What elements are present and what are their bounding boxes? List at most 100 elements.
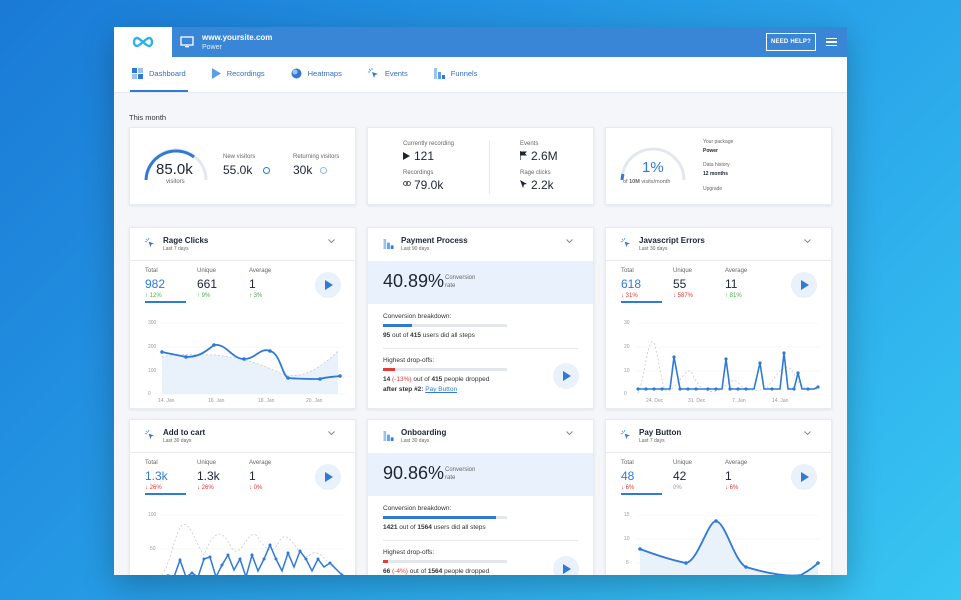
play-icon: [801, 280, 809, 290]
cursor-click-icon: [367, 67, 378, 78]
widget-period: Last 90 days: [401, 246, 430, 252]
tab-label: Events: [384, 68, 408, 78]
funnel-bars-icon: [383, 431, 394, 441]
cursor-click-icon: [145, 238, 155, 248]
play-button[interactable]: [791, 464, 817, 490]
unique-label: Unique: [197, 460, 217, 466]
history-label: Data history: [703, 162, 730, 168]
rage-clicks-value: 2.2k: [531, 178, 554, 192]
tab-funnels[interactable]: Funnels: [432, 56, 480, 92]
chevron-down-icon[interactable]: [328, 239, 335, 243]
y-tick: 100: [148, 368, 157, 374]
breakdown-text: 95 out of 415 users did all steps: [383, 332, 475, 339]
average-change: ↑ 81%: [725, 293, 742, 299]
dropoff-text: 14 (-13%) out of 415 people dropped: [383, 376, 490, 383]
chevron-down-icon[interactable]: [566, 431, 573, 435]
breakdown-text: 1421 out of 1564 users did all steps: [383, 524, 486, 531]
play-button[interactable]: [791, 272, 817, 298]
chevron-down-icon[interactable]: [804, 239, 811, 243]
top-bar: www.yoursite.com Power NEED HELP?: [114, 27, 847, 57]
total-value: 982: [145, 277, 166, 291]
unique-value: 42: [673, 469, 687, 483]
site-url: www.yoursite.com: [202, 32, 273, 42]
events-label: Events: [520, 141, 539, 147]
infinity-logo-icon: [132, 36, 154, 48]
tab-events[interactable]: Events: [366, 56, 410, 92]
x-tick: 14. Jan: [772, 398, 789, 404]
average-label: Average: [725, 268, 748, 274]
upgrade-link[interactable]: Upgrade: [703, 186, 723, 192]
pay-button-chart: [636, 515, 821, 575]
active-underline: [145, 493, 186, 495]
dropoff-progress: [383, 560, 507, 563]
unique-label: Unique: [673, 460, 693, 466]
recordings-value: 79.0k: [414, 178, 444, 192]
x-tick: 24. Dec: [646, 398, 664, 404]
unique-change: ↑ 9%: [197, 293, 211, 299]
returning-visitors-label: Returning visitors: [293, 154, 340, 160]
x-tick: 31. Dec: [688, 398, 706, 404]
returning-visitors-value: 30k: [293, 163, 313, 177]
divider: [489, 140, 490, 194]
tab-heatmaps[interactable]: Heatmaps: [289, 56, 344, 92]
breakdown-title: Conversion breakdown:: [383, 505, 452, 512]
divider: [130, 260, 355, 261]
play-icon: [211, 67, 221, 79]
divider: [130, 452, 355, 453]
y-tick: 200: [148, 344, 157, 350]
chevron-down-icon[interactable]: [804, 431, 811, 435]
play-button[interactable]: [553, 556, 579, 575]
x-tick: 7. Jan: [732, 398, 746, 404]
chevron-down-icon[interactable]: [566, 239, 573, 243]
widget-title: Onboarding: [401, 428, 447, 437]
total-label: Total: [145, 268, 158, 274]
logo[interactable]: [114, 27, 172, 57]
play-button[interactable]: [315, 272, 341, 298]
usage-caption: of 10M visits/month: [623, 179, 671, 185]
usage-percent: 1%: [642, 159, 664, 176]
divider: [383, 348, 578, 349]
funnel-bars-icon: [383, 239, 394, 249]
dashboard-icon: [132, 67, 143, 79]
history-value: 12 months: [703, 171, 729, 177]
visitors-card: 85.0k visitors New visitors 55.0k Return…: [129, 127, 356, 205]
conversion-panel: [368, 261, 593, 304]
menu-icon[interactable]: [826, 36, 837, 49]
rage-clicks-widget: Rage Clicks Last 7 days Total 982 ↑ 12% …: [129, 227, 356, 409]
conversion-panel: [368, 453, 593, 496]
rage-clicks-chart: [160, 323, 345, 395]
add-to-cart-widget: Add to cart Last 30 days Total 1.3k ↓ 26…: [129, 419, 356, 575]
chevron-down-icon[interactable]: [328, 431, 335, 435]
need-help-button[interactable]: NEED HELP?: [765, 33, 816, 51]
dropoff-step-link[interactable]: Pay Button: [425, 386, 458, 393]
site-selector[interactable]: www.yoursite.com Power: [172, 33, 766, 52]
usage-gauge: [620, 147, 686, 181]
dropoff-title: Highest drop-offs:: [383, 549, 435, 556]
dropoff-text: 66 (-4%) out of 1564 people dropped: [383, 568, 490, 575]
events-value: 2.6M: [531, 149, 558, 163]
y-tick: 0: [624, 391, 627, 397]
divider: [606, 452, 831, 453]
total-change: ↓ 6%: [621, 485, 635, 491]
widget-title: Javascript Errors: [639, 236, 705, 245]
total-change: ↑ 12%: [145, 293, 162, 299]
visitors-value: 85.0k: [156, 161, 193, 178]
total-value: 1.3k: [145, 469, 168, 483]
play-button[interactable]: [553, 363, 579, 389]
total-label: Total: [145, 460, 158, 466]
visitors-label: visitors: [166, 179, 185, 185]
javascript-errors-chart: [636, 323, 821, 395]
rate-label: rate: [445, 475, 456, 481]
y-tick: 15: [624, 512, 630, 518]
tab-dashboard[interactable]: Dashboard: [130, 56, 188, 92]
heatmap-icon: [291, 68, 302, 78]
tab-recordings[interactable]: Recordings: [210, 56, 267, 92]
tab-label: Dashboard: [149, 68, 186, 78]
conversion-progress: [383, 324, 507, 327]
conversion-label: Conversion: [445, 467, 476, 473]
unique-label: Unique: [673, 268, 693, 274]
javascript-errors-widget: Javascript Errors Last 30 days Total 618…: [605, 227, 832, 409]
play-button[interactable]: [315, 464, 341, 490]
site-plan: Power: [202, 43, 222, 51]
average-label: Average: [249, 460, 272, 466]
